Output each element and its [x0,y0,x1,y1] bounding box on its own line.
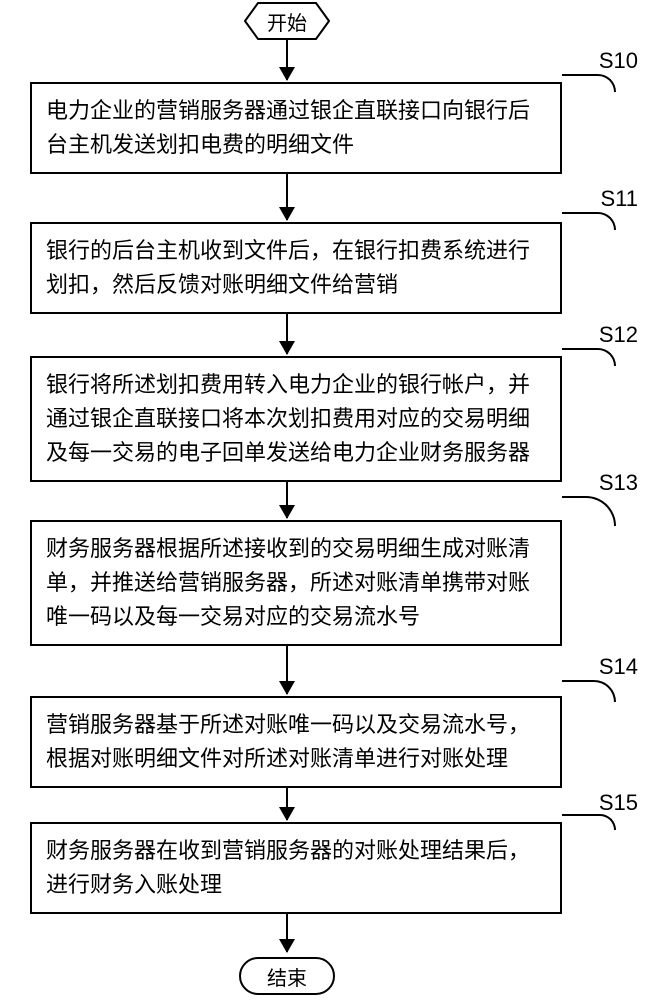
process-s10: 电力企业的营销服务器通过银企直联接口向银行后台主机发送划扣电费的明细文件 [30,82,562,174]
end-terminator: 结束 [239,957,335,995]
label-s14: S14 [599,654,638,680]
connector-s12 [562,348,616,366]
process-s14: 营销服务器基于所述对账唯一码以及交易流水号，根据对账明细文件对所述对账清单进行对… [30,696,562,788]
process-s11: 银行的后台主机收到文件后，在银行扣费系统进行划扣，然后反馈对账明细文件给营销 [30,222,562,314]
arrow-1 [286,170,288,220]
arrow-6 [286,910,288,952]
arrow-0 [286,40,288,80]
start-terminator: 开始 [244,2,330,40]
connector-s15 [562,814,616,830]
connector-s10 [562,74,616,92]
arrow-3 [286,478,288,518]
flowchart-container: 开始 电力企业的营销服务器通过银企直联接口向银行后台主机发送划扣电费的明细文件 … [0,0,668,1000]
label-s12: S12 [599,322,638,348]
label-s13: S13 [599,470,638,496]
end-label: 结束 [267,962,307,991]
process-s15: 财务服务器在收到营销服务器的对账处理结果后，进行财务入账处理 [30,822,562,914]
connector-s14 [562,680,616,702]
start-label: 开始 [244,2,330,40]
label-s11: S11 [600,186,638,212]
label-s15: S15 [599,790,638,816]
process-s13: 财务服务器根据所述接收到的交易明细生成对账清单，并推送给营销服务器，所述对账清单… [30,520,562,646]
process-s12: 银行将所述划扣费用转入电力企业的银行帐户，并通过银企直联接口将本次划扣费用对应的… [30,356,562,482]
label-s10: S10 [599,48,638,74]
connector-s13 [562,496,616,526]
arrow-2 [286,310,288,354]
arrow-4 [286,642,288,694]
connector-s11 [562,212,616,230]
arrow-5 [286,784,288,820]
